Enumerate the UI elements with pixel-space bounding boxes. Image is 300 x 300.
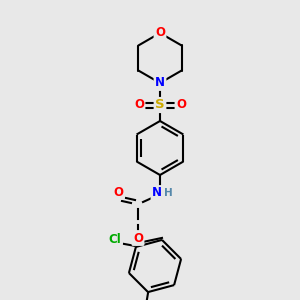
- Text: O: O: [155, 26, 165, 40]
- Text: O: O: [134, 98, 144, 112]
- Text: S: S: [155, 98, 165, 112]
- Text: O: O: [133, 232, 143, 244]
- Text: Cl: Cl: [109, 233, 121, 246]
- Text: N: N: [152, 187, 162, 200]
- Text: N: N: [155, 76, 165, 89]
- Text: O: O: [113, 185, 123, 199]
- Text: O: O: [176, 98, 186, 112]
- Text: H: H: [164, 188, 172, 198]
